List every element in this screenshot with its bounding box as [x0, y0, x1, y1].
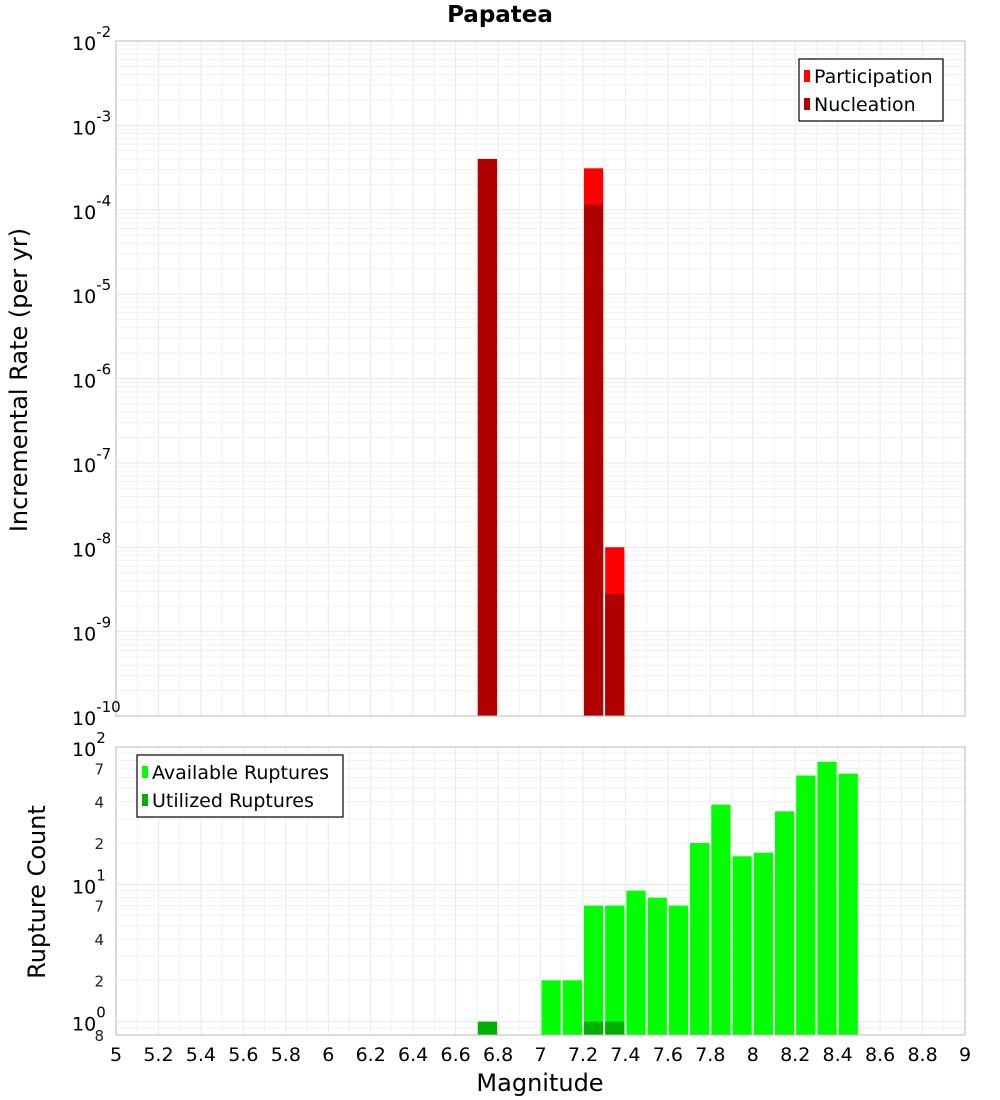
x-tick-label: 6.4 [398, 1044, 428, 1066]
legend-swatch [804, 70, 810, 82]
y-tick-label: 10-10 [72, 698, 121, 730]
bar [605, 593, 625, 716]
bar [796, 775, 816, 1035]
bar [583, 1021, 604, 1035]
x-tick-label: 9 [959, 1044, 971, 1066]
bar [626, 890, 646, 1035]
rate-legend: Participation Nucleation [798, 58, 944, 122]
bar [817, 761, 837, 1035]
legend-box [136, 754, 344, 818]
x-tick-label: 6.2 [356, 1044, 386, 1066]
x-tick-label: 5.2 [143, 1044, 173, 1066]
y-tick-label: 10-2 [72, 23, 111, 55]
legend-label: Nucleation [814, 94, 916, 116]
x-tick-label: 7.4 [610, 1044, 640, 1066]
bar [753, 852, 773, 1035]
bar [838, 773, 858, 1035]
bar [477, 158, 498, 717]
x-axis-label: Magnitude [476, 1069, 603, 1097]
legend-label: Participation [814, 66, 933, 88]
y-minor-tick-label: 4 [94, 794, 104, 812]
count-y-axis-label: Rupture Count [23, 805, 51, 979]
count-legend: Available Ruptures Utilized Ruptures [136, 754, 344, 818]
y-tick-label: 100 [72, 1004, 106, 1036]
x-tick-label: 8.4 [823, 1044, 853, 1066]
bar [647, 897, 667, 1035]
bar [774, 811, 795, 1035]
chart-title: Papatea [447, 2, 553, 28]
rate-grid [115, 41, 966, 717]
count-plot-frame [115, 746, 966, 1036]
legend-label: Available Ruptures [152, 762, 329, 784]
x-tick-label: 6 [322, 1044, 334, 1066]
x-tick-label: 7.8 [695, 1044, 725, 1066]
y-minor-tick-label: 7 [94, 898, 104, 916]
x-tick-label: 8 [747, 1044, 759, 1066]
y-tick-label: 10-6 [72, 361, 111, 393]
y-tick-label: 10-8 [72, 529, 111, 561]
bar [541, 980, 561, 1035]
rate-y-ticks: 10-2 10-3 10-4 10-5 10-6 10-7 10-8 10-9 10-10 [72, 23, 121, 730]
count-bars [477, 761, 858, 1035]
x-tick-labels: 5 5.2 5.4 5.6 5.8 6 6.2 6.4 6.6 6.8 7 7.2 7.4 7.6 7.8 8… [110, 1044, 971, 1066]
y-minor-tick-label: 2 [94, 835, 104, 853]
rate-plot-frame [115, 40, 966, 717]
rate-panel: 10-2 10-3 10-4 10-5 10-6 10-7 10-8 10-9 10-10 In… [5, 23, 966, 730]
y-tick-label: 101 [72, 866, 106, 898]
x-tick-label: 5.6 [228, 1044, 258, 1066]
bar [711, 804, 731, 1035]
x-tick-label: 6.8 [483, 1044, 513, 1066]
y-tick-label: 10-7 [72, 445, 111, 477]
y-tick-label: 10-5 [72, 276, 111, 308]
legend-box [798, 58, 944, 122]
count-panel: 102 101 100 7 4 2 7 4 2 8 Rupture Count Available… [23, 729, 966, 1045]
x-tick-label: 6.6 [440, 1044, 470, 1066]
x-tick-label: 8.8 [907, 1044, 937, 1066]
y-minor-tick-label: 2 [94, 972, 104, 990]
bar [668, 905, 689, 1035]
y-tick-label: 10-3 [72, 107, 111, 139]
legend-label: Utilized Ruptures [152, 790, 314, 812]
y-minor-tick-label: 4 [94, 931, 104, 949]
y-tick-label: 10-9 [72, 614, 111, 646]
bar [732, 856, 752, 1035]
bar [690, 843, 710, 1035]
x-tick-label: 8.2 [780, 1044, 810, 1066]
x-tick-label: 8.6 [865, 1044, 895, 1066]
bar [583, 905, 604, 1035]
bar [605, 1021, 625, 1035]
count-y-ticks: 102 101 100 7 4 2 7 4 2 8 [72, 729, 106, 1045]
x-tick-label: 7.2 [568, 1044, 598, 1066]
legend-swatch [142, 794, 148, 806]
x-tick-label: 5 [110, 1044, 122, 1066]
x-tick-label: 5.8 [271, 1044, 301, 1066]
y-minor-tick-label: 7 [94, 760, 104, 778]
x-tick-label: 7 [534, 1044, 546, 1066]
y-tick-label: 10-4 [72, 192, 111, 224]
bar [605, 905, 625, 1035]
x-tick-label: 5.4 [186, 1044, 216, 1066]
bar [562, 980, 582, 1035]
rate-y-axis-label: Incremental Rate (per yr) [5, 228, 33, 532]
x-tick-label: 7.6 [653, 1044, 683, 1066]
legend-swatch [142, 766, 148, 778]
rate-bars [477, 158, 625, 717]
y-tick-label: 102 [72, 729, 106, 761]
y-minor-tick-label: 8 [94, 1027, 104, 1045]
bar [583, 204, 604, 717]
bar [477, 1021, 498, 1035]
legend-swatch [804, 98, 810, 110]
